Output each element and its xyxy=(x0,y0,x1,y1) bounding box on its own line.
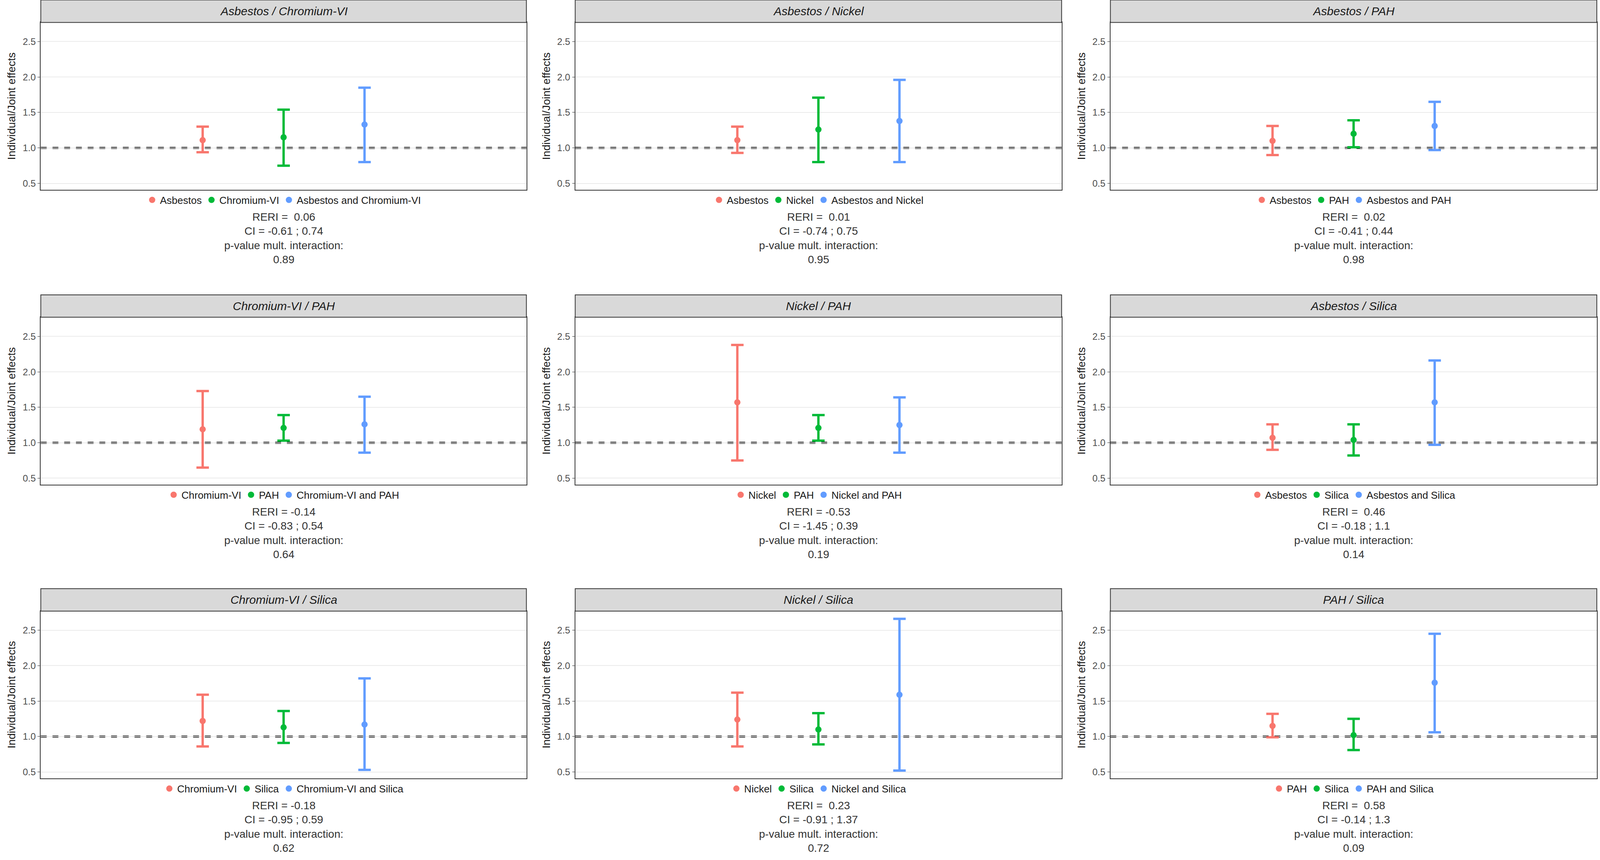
svg-text:Individual/Joint effects: Individual/Joint effects xyxy=(1075,347,1088,455)
svg-text:Individual/Joint effects: Individual/Joint effects xyxy=(5,347,18,455)
svg-text:RERI = -0.53CI = -1.45 ; 0.39p: RERI = -0.53CI = -1.45 ; 0.39p-value mul… xyxy=(758,505,879,561)
svg-text:2.0: 2.0 xyxy=(557,660,570,672)
svg-text:2.5: 2.5 xyxy=(557,331,570,342)
svg-text:Asbestos / Nickel: Asbestos / Nickel xyxy=(773,4,865,18)
svg-text:1.5: 1.5 xyxy=(557,107,570,118)
svg-text:2.0: 2.0 xyxy=(1092,660,1106,672)
svg-text:1.0: 1.0 xyxy=(22,437,36,449)
svg-text:2.5: 2.5 xyxy=(557,625,570,636)
svg-text:RERI = 0.06CI = -0.61 ; 0.74p: RERI = 0.06CI = -0.61 ; 0.74p-value mult… xyxy=(224,210,344,266)
svg-text:Chromium-VI / Silica: Chromium-VI / Silica xyxy=(230,593,338,607)
svg-text:Chromium-VI: Chromium-VI xyxy=(177,783,238,795)
svg-text:RERI = 0.01CI = -0.74 ; 0.75p: RERI = 0.01CI = -0.74 ; 0.75p-value mult… xyxy=(758,210,879,266)
svg-text:0.5: 0.5 xyxy=(22,178,36,189)
svg-text:Asbestos: Asbestos xyxy=(1265,489,1308,502)
svg-text:2.5: 2.5 xyxy=(1092,331,1106,342)
svg-text:Individual/Joint effects: Individual/Joint effects xyxy=(5,52,18,160)
svg-text:Chromium-VI / PAH: Chromium-VI / PAH xyxy=(232,299,335,313)
svg-text:Asbestos: Asbestos xyxy=(1269,194,1312,207)
svg-text:2.0: 2.0 xyxy=(22,366,36,378)
svg-text:Individual/Joint effects: Individual/Joint effects xyxy=(1075,641,1088,749)
svg-text:Asbestos / Chromium-VI: Asbestos / Chromium-VI xyxy=(219,4,348,18)
svg-text:PAH: PAH xyxy=(793,489,815,502)
svg-text:1.5: 1.5 xyxy=(22,401,36,413)
svg-text:1.0: 1.0 xyxy=(1092,437,1106,449)
svg-text:PAH: PAH xyxy=(258,489,280,502)
svg-text:2.0: 2.0 xyxy=(22,660,36,672)
svg-text:Nickel: Nickel xyxy=(786,194,815,207)
svg-text:2.5: 2.5 xyxy=(22,331,36,342)
svg-text:0.5: 0.5 xyxy=(1092,473,1106,484)
svg-text:RERI = -0.18CI = -0.95 ; 0.59p: RERI = -0.18CI = -0.95 ; 0.59p-value mul… xyxy=(224,799,344,855)
svg-text:2.0: 2.0 xyxy=(1092,366,1106,378)
svg-text:Chromium-VI and Silica: Chromium-VI and Silica xyxy=(296,783,404,795)
svg-text:1.5: 1.5 xyxy=(22,107,36,118)
svg-text:2.5: 2.5 xyxy=(22,36,36,47)
svg-text:1.5: 1.5 xyxy=(1092,401,1106,413)
svg-text:1.0: 1.0 xyxy=(22,731,36,742)
svg-text:Nickel and Silica: Nickel and Silica xyxy=(831,783,907,795)
svg-text:PAH / Silica: PAH / Silica xyxy=(1323,593,1384,607)
svg-text:2.5: 2.5 xyxy=(22,625,36,636)
svg-text:1.5: 1.5 xyxy=(557,401,570,413)
svg-text:0.5: 0.5 xyxy=(557,178,570,189)
svg-text:RERI = 0.46CI = -0.18 ; 1.1p-: RERI = 0.46CI = -0.18 ; 1.1p-value mult.… xyxy=(1294,505,1414,561)
svg-text:0.5: 0.5 xyxy=(22,473,36,484)
svg-text:RERI = 0.23CI = -0.91 ; 1.37p: RERI = 0.23CI = -0.91 ; 1.37p-value mult… xyxy=(758,799,879,855)
svg-text:PAH: PAH xyxy=(1286,783,1308,795)
svg-text:2.5: 2.5 xyxy=(557,36,570,47)
svg-text:Silica: Silica xyxy=(1324,783,1350,795)
svg-text:2.5: 2.5 xyxy=(1092,36,1106,47)
svg-text:Nickel / Silica: Nickel / Silica xyxy=(783,593,854,607)
svg-text:1.5: 1.5 xyxy=(22,696,36,707)
svg-text:PAH: PAH xyxy=(1328,194,1350,207)
svg-text:2.0: 2.0 xyxy=(557,71,570,83)
svg-text:Individual/Joint effects: Individual/Joint effects xyxy=(1075,52,1088,160)
svg-text:Nickel: Nickel xyxy=(744,783,772,795)
svg-text:Chromium-VI: Chromium-VI xyxy=(219,194,279,207)
svg-text:Asbestos and PAH: Asbestos and PAH xyxy=(1366,194,1452,207)
svg-text:PAH and Silica: PAH and Silica xyxy=(1366,783,1434,795)
svg-text:0.5: 0.5 xyxy=(557,473,570,484)
svg-text:2.5: 2.5 xyxy=(1092,625,1106,636)
svg-text:Nickel and PAH: Nickel and PAH xyxy=(831,489,902,502)
svg-text:1.5: 1.5 xyxy=(1092,696,1106,707)
svg-text:Asbestos and Nickel: Asbestos and Nickel xyxy=(831,194,924,207)
svg-text:Nickel: Nickel xyxy=(748,489,777,502)
svg-text:Individual/Joint effects: Individual/Joint effects xyxy=(540,641,553,749)
svg-text:1.5: 1.5 xyxy=(1092,107,1106,118)
svg-text:Nickel / PAH: Nickel / PAH xyxy=(785,299,851,313)
svg-text:1.5: 1.5 xyxy=(557,696,570,707)
svg-text:1.0: 1.0 xyxy=(557,437,570,449)
svg-text:Asbestos and Silica: Asbestos and Silica xyxy=(1366,489,1456,502)
svg-text:Chromium-VI: Chromium-VI xyxy=(181,489,242,502)
svg-text:Asbestos: Asbestos xyxy=(726,194,769,207)
svg-text:1.0: 1.0 xyxy=(557,731,570,742)
svg-text:1.0: 1.0 xyxy=(22,142,36,154)
svg-text:2.0: 2.0 xyxy=(22,71,36,83)
svg-text:Asbestos / PAH: Asbestos / PAH xyxy=(1312,4,1395,18)
svg-text:Silica: Silica xyxy=(1324,489,1350,502)
svg-text:Silica: Silica xyxy=(254,783,280,795)
svg-text:Asbestos / Silica: Asbestos / Silica xyxy=(1310,299,1397,313)
svg-text:Individual/Joint effects: Individual/Joint effects xyxy=(5,641,18,749)
svg-text:Silica: Silica xyxy=(789,783,815,795)
svg-text:0.5: 0.5 xyxy=(1092,178,1106,189)
svg-text:2.0: 2.0 xyxy=(557,366,570,378)
svg-text:Asbestos: Asbestos xyxy=(160,194,202,207)
svg-text:Individual/Joint effects: Individual/Joint effects xyxy=(540,52,553,160)
svg-text:1.0: 1.0 xyxy=(557,142,570,154)
svg-text:RERI = -0.14CI = -0.83 ; 0.54p: RERI = -0.14CI = -0.83 ; 0.54p-value mul… xyxy=(224,505,344,561)
svg-text:0.5: 0.5 xyxy=(22,766,36,778)
svg-text:RERI = 0.58CI = -0.14 ; 1.3p-: RERI = 0.58CI = -0.14 ; 1.3p-value mult.… xyxy=(1294,799,1414,855)
svg-text:1.0: 1.0 xyxy=(1092,142,1106,154)
svg-text:1.0: 1.0 xyxy=(1092,731,1106,742)
svg-text:0.5: 0.5 xyxy=(1092,766,1106,778)
svg-text:RERI = 0.02CI = -0.41 ; 0.44p: RERI = 0.02CI = -0.41 ; 0.44p-value mult… xyxy=(1294,210,1414,266)
svg-text:Chromium-VI and PAH: Chromium-VI and PAH xyxy=(296,489,400,502)
svg-text:0.5: 0.5 xyxy=(557,766,570,778)
svg-text:Individual/Joint effects: Individual/Joint effects xyxy=(540,347,553,455)
svg-text:2.0: 2.0 xyxy=(1092,71,1106,83)
svg-text:Asbestos and Chromium-VI: Asbestos and Chromium-VI xyxy=(296,194,422,207)
